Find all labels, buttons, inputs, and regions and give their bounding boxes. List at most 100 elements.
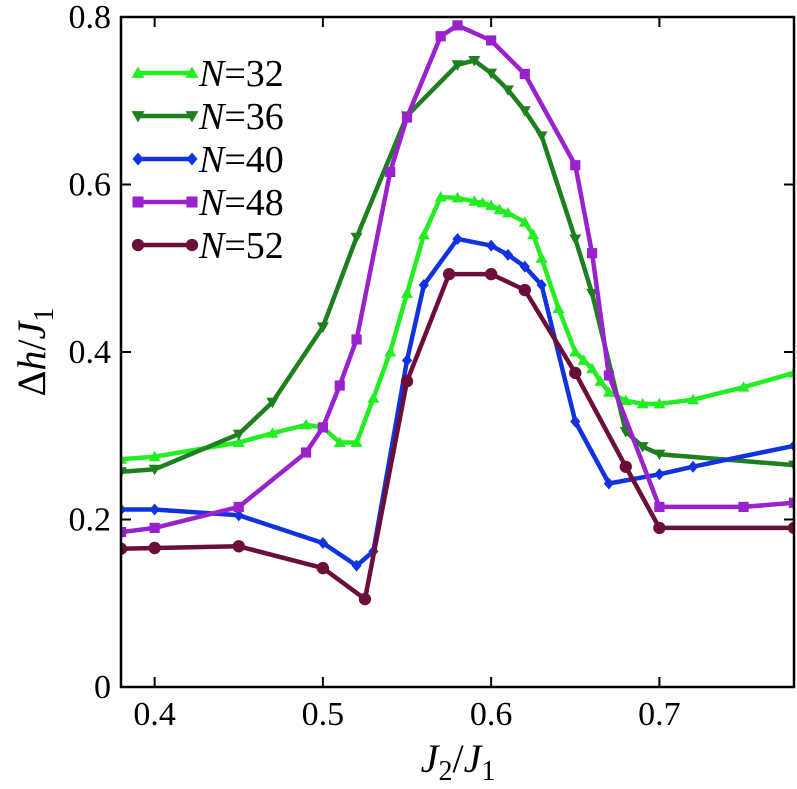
legend-entry-2: N=36 [131, 96, 284, 138]
data-point [587, 248, 598, 259]
data-point [149, 503, 160, 516]
data-point [417, 228, 430, 240]
data-point [570, 415, 581, 428]
data-point [452, 232, 463, 245]
data-point [569, 366, 582, 380]
data-point [401, 354, 413, 367]
data-point [535, 131, 548, 142]
data-point [148, 450, 161, 462]
data-point [317, 422, 328, 433]
series-line-5 [121, 271, 794, 602]
legend-marker [132, 196, 144, 208]
data-point [603, 370, 615, 381]
legend-label: N=40 [198, 139, 284, 181]
series-line-3 [121, 236, 794, 568]
data-point [519, 68, 530, 80]
data-point [401, 287, 414, 298]
data-point [602, 386, 615, 397]
data-point [351, 334, 362, 345]
data-point [586, 362, 599, 374]
data-point [350, 232, 363, 244]
data-point [654, 501, 665, 513]
legend-marker [186, 196, 198, 208]
legend-entry-4: N=48 [132, 182, 284, 224]
data-point [653, 397, 666, 409]
data-point [570, 160, 581, 171]
data-point [232, 436, 245, 447]
data-point [619, 394, 632, 406]
data-point [484, 267, 498, 281]
data-point [316, 561, 330, 575]
data-point [501, 206, 514, 218]
legend-marker [185, 238, 199, 252]
legend-entry-5: N=52 [131, 225, 284, 267]
y-tick-label: 0.8 [69, 0, 112, 36]
x-tick-label: 0.7 [638, 696, 681, 733]
data-point [603, 477, 615, 490]
data-point [653, 449, 666, 461]
data-point [519, 260, 530, 273]
y-tick-label: 0 [94, 669, 111, 706]
series-5 [121, 267, 794, 606]
data-point [527, 228, 540, 240]
data-point [385, 166, 396, 178]
y-tick-label: 0.2 [69, 502, 112, 539]
data-point [502, 248, 514, 261]
data-point [737, 381, 750, 392]
legend-label: N=32 [198, 53, 284, 95]
data-point [400, 375, 414, 388]
data-point [442, 267, 456, 281]
x-tick-label: 0.4 [133, 696, 176, 733]
data-point [367, 392, 380, 403]
data-point [518, 106, 531, 117]
data-point [653, 521, 666, 535]
y-tick-label: 0.6 [69, 167, 112, 204]
legend-marker [186, 152, 198, 166]
data-point [518, 283, 531, 297]
data-point [401, 112, 413, 123]
data-point [333, 436, 346, 447]
data-point [536, 279, 547, 291]
data-point [577, 354, 590, 365]
x-axis-label: J2/J1 [421, 736, 496, 787]
data-point [351, 559, 362, 572]
data-point [121, 503, 127, 516]
data-point [501, 85, 514, 96]
data-point [316, 322, 329, 333]
data-point [266, 427, 279, 438]
data-point [476, 196, 489, 208]
data-point [452, 20, 463, 31]
data-point [418, 279, 429, 291]
data-point [148, 464, 161, 476]
data-point [569, 346, 582, 357]
data-point [451, 191, 464, 203]
data-point [468, 195, 481, 206]
legend-marker [131, 66, 145, 78]
data-point [687, 393, 700, 405]
data-point [300, 418, 313, 430]
data-point [334, 380, 345, 391]
data-point [535, 252, 548, 263]
data-point [552, 302, 565, 313]
data-point [148, 541, 161, 555]
legend: N=32N=36N=40N=48N=52 [131, 53, 284, 267]
series-layer [121, 20, 794, 606]
data-point [485, 199, 498, 210]
data-point [486, 35, 497, 46]
data-point [233, 501, 244, 513]
data-point [788, 497, 794, 508]
data-point [232, 540, 245, 553]
data-point [233, 509, 244, 522]
data-point [266, 397, 279, 409]
legend-marker [185, 66, 199, 78]
data-point [619, 460, 632, 473]
data-point [232, 429, 245, 441]
series-3 [121, 232, 794, 572]
legend-label: N=36 [198, 96, 284, 138]
data-point [121, 453, 127, 464]
data-point [636, 397, 649, 409]
data-point [434, 191, 447, 202]
data-point [485, 68, 498, 80]
legend-label: N=52 [198, 225, 284, 267]
series-2 [121, 56, 794, 478]
